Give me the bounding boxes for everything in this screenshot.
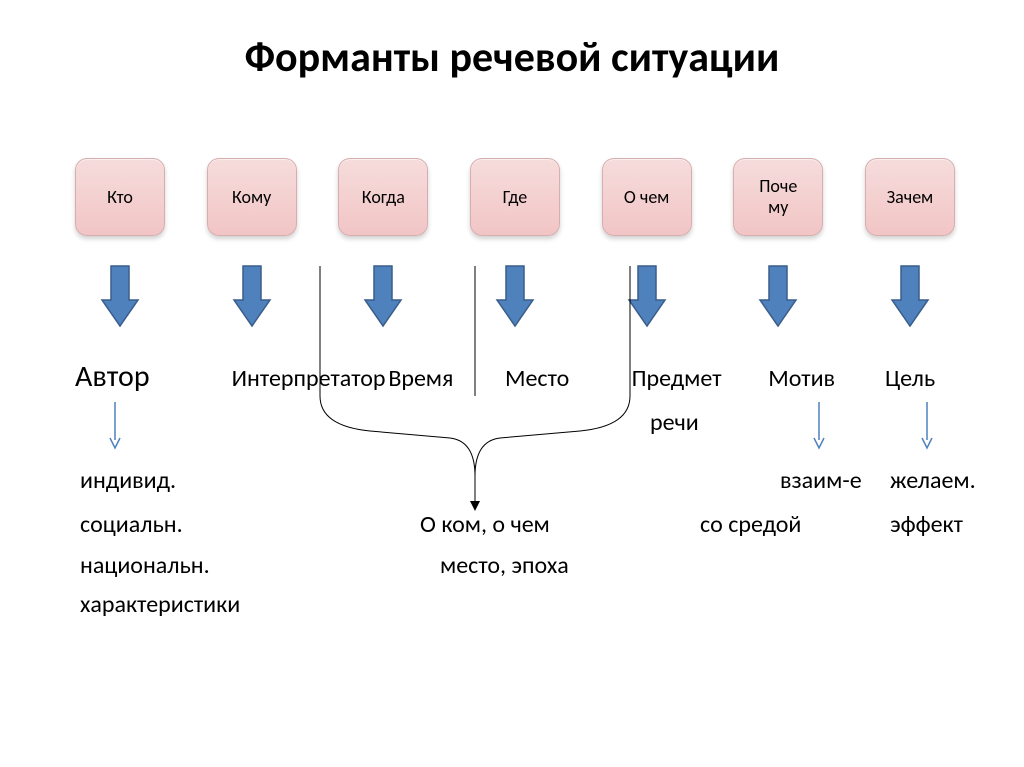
thin-arrow-icon: [920, 400, 934, 450]
slide-title: Форманты речевой ситуации: [0, 32, 1024, 83]
box-label: Кто: [107, 187, 133, 208]
arrow-down-icon: [495, 264, 535, 328]
box-pochemu: Почему: [733, 158, 823, 236]
label-goal: Цель: [885, 364, 955, 393]
arrow-cell: [75, 264, 165, 328]
label-sreda: со средой: [700, 510, 801, 539]
box-ochem: О чем: [602, 158, 692, 236]
thin-arrow-icon: [812, 400, 826, 450]
thin-arrow-icon: [108, 400, 122, 450]
box-label: Почему: [759, 176, 797, 217]
box-gde: Где: [470, 158, 560, 236]
box-label: Где: [503, 187, 528, 208]
label-national: национальн.: [80, 551, 210, 580]
label-rechi: речи: [650, 408, 699, 437]
box-label: Зачем: [887, 187, 934, 208]
row2: Автор Интерпретатор Время Место Предмет …: [75, 358, 955, 395]
label-effect: эффект: [890, 510, 963, 539]
label-vzaim: взаим-е: [780, 466, 862, 495]
label-time: Время: [388, 364, 478, 393]
arrow-cell: [338, 264, 428, 328]
arrow-down-icon: [627, 264, 667, 328]
box-label: О чем: [624, 187, 669, 208]
label-subject: Предмет: [632, 364, 742, 393]
boxes-row: Кто Кому Когда Где О чем Почему Зачем: [75, 158, 955, 236]
box-zachem: Зачем: [865, 158, 955, 236]
arrow-down-icon: [758, 264, 798, 328]
arrow-down-icon: [232, 264, 272, 328]
box-label: Когда: [362, 187, 405, 208]
label-place: Место: [505, 364, 605, 393]
arrow-cell: [733, 264, 823, 328]
label-social: социальн.: [80, 510, 183, 539]
label-charact: характеристики: [80, 590, 240, 619]
arrow-cell: [602, 264, 692, 328]
arrow-down-icon: [890, 264, 930, 328]
slide: Форманты речевой ситуации Кто Кому Когда…: [0, 0, 1024, 767]
arrow-down-icon: [363, 264, 403, 328]
arrow-cell: [865, 264, 955, 328]
arrow-cell: [207, 264, 297, 328]
box-kto: Кто: [75, 158, 165, 236]
label-mesto-epoha: место, эпоха: [440, 551, 569, 580]
label-interpreter: Интерпретатор: [232, 364, 362, 393]
label-indiv: индивид.: [80, 466, 176, 495]
label-author: Автор: [75, 358, 205, 395]
arrow-down-icon: [100, 264, 140, 328]
label-okom: О ком, о чем: [420, 510, 550, 539]
box-komu: Кому: [207, 158, 297, 236]
arrow-cell: [470, 264, 560, 328]
label-motive: Мотив: [768, 364, 858, 393]
arrows-row: [75, 264, 955, 328]
box-kogda: Когда: [338, 158, 428, 236]
box-label: Кому: [232, 187, 271, 208]
label-zhelaem: желаем.: [890, 466, 976, 495]
